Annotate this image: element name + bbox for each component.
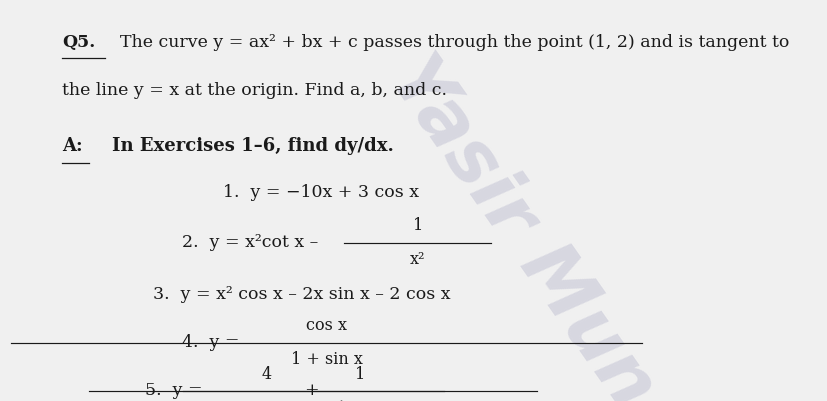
Text: 1.  y = −10x + 3 cos x: 1. y = −10x + 3 cos x <box>223 184 419 201</box>
Text: Yasir Mun: Yasir Mun <box>373 43 669 401</box>
Text: Q5.: Q5. <box>62 34 95 51</box>
Text: +: + <box>304 383 319 399</box>
Text: The curve y = ax² + bx + c passes through the point (1, 2) and is tangent to: The curve y = ax² + bx + c passes throug… <box>120 34 789 51</box>
Text: tan x: tan x <box>340 399 380 401</box>
Text: the line y = x at the origin. Find a, b, and c.: the line y = x at the origin. Find a, b,… <box>62 82 447 99</box>
Text: 4: 4 <box>261 366 271 383</box>
Text: A:: A: <box>62 138 83 155</box>
Text: 3.  y = x² cos x – 2x sin x – 2 cos x: 3. y = x² cos x – 2x sin x – 2 cos x <box>153 286 451 303</box>
Text: 1 + sin x: 1 + sin x <box>291 351 362 368</box>
Text: 5.  y =: 5. y = <box>145 383 203 399</box>
Text: 2.  y = x²cot x –: 2. y = x²cot x – <box>182 234 318 251</box>
Text: 4.  y =: 4. y = <box>182 334 240 351</box>
Text: 1: 1 <box>355 366 365 383</box>
Text: In Exercises 1–6, find dy/dx.: In Exercises 1–6, find dy/dx. <box>112 138 394 155</box>
Text: cos x: cos x <box>246 399 287 401</box>
Text: cos x: cos x <box>306 318 347 334</box>
Text: 1: 1 <box>413 217 423 234</box>
Text: x²: x² <box>410 251 425 268</box>
